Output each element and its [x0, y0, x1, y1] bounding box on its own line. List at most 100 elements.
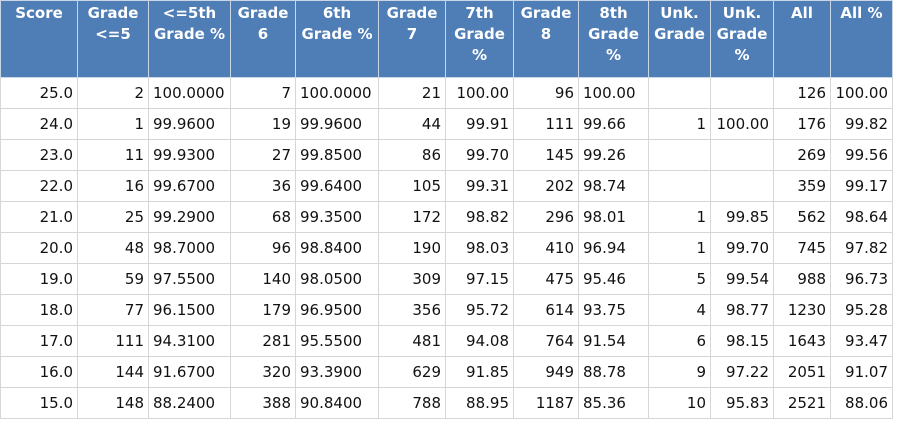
table-row: 23.0 11 99.9300 27 99.8500 86 99.70 145 99.26 269…	[0, 139, 893, 171]
table-cell: 100.0000	[148, 77, 231, 109]
table-cell: 202	[513, 170, 579, 202]
table-cell: 25	[77, 201, 149, 233]
table-cell: 88.06	[830, 387, 893, 419]
table-cell	[648, 170, 711, 202]
table-cell: 99.70	[445, 139, 514, 171]
table-cell: 176	[773, 108, 831, 140]
table-cell: 4	[648, 294, 711, 326]
table-cell: 94.3100	[148, 325, 231, 357]
table-cell: 88.2400	[148, 387, 231, 419]
table-cell: 98.82	[445, 201, 514, 233]
table-cell: 95.46	[578, 263, 649, 295]
table-cell	[648, 139, 711, 171]
table-body: 25.0 2 100.0000 7 100.0000 21 100.00 96 100.00 12…	[0, 77, 893, 419]
column-header[interactable]: Unk. Grade	[648, 0, 711, 78]
table-cell	[648, 77, 711, 109]
table-row: 20.0 48 98.7000 96 98.8400 190 98.03 410 96.94 1 9…	[0, 232, 893, 264]
table-row: 17.0 111 94.3100 281 95.5500 481 94.08 764 91.54…	[0, 325, 893, 357]
table-row: 21.0 25 99.2900 68 99.3500 172 98.82 296 98.01 1 9…	[0, 201, 893, 233]
table-cell: 98.8400	[295, 232, 379, 264]
table-cell: 18.0	[0, 294, 78, 326]
table-cell: 95.28	[830, 294, 893, 326]
table-cell: 788	[378, 387, 446, 419]
table-cell: 98.64	[830, 201, 893, 233]
table-cell: 356	[378, 294, 446, 326]
column-header[interactable]: All %	[830, 0, 893, 78]
table-cell: 99.9600	[148, 108, 231, 140]
table-cell: 269	[773, 139, 831, 171]
table-cell: 2	[77, 77, 149, 109]
table-cell: 99.2900	[148, 201, 231, 233]
table-cell: 99.56	[830, 139, 893, 171]
table-cell: 99.9600	[295, 108, 379, 140]
table-cell: 98.01	[578, 201, 649, 233]
column-header[interactable]: Score	[0, 0, 78, 78]
table-cell: 95.72	[445, 294, 514, 326]
table-cell: 100.00	[710, 108, 774, 140]
table-cell: 5	[648, 263, 711, 295]
column-header[interactable]: Grade <=5	[77, 0, 149, 78]
table-cell: 94.08	[445, 325, 514, 357]
column-header[interactable]: Grade 7	[378, 0, 446, 78]
table-cell: 100.0000	[295, 77, 379, 109]
table-row: 16.0 144 91.6700 320 93.3900 629 91.85 949 88.78…	[0, 356, 893, 388]
table-cell: 23.0	[0, 139, 78, 171]
column-header[interactable]: <=5th Grade %	[148, 0, 231, 78]
table-cell: 481	[378, 325, 446, 357]
table-cell: 99.9300	[148, 139, 231, 171]
table-cell: 148	[77, 387, 149, 419]
table-cell: 764	[513, 325, 579, 357]
table-cell: 140	[230, 263, 296, 295]
table-cell: 96	[513, 77, 579, 109]
table-cell: 98.7000	[148, 232, 231, 264]
table-cell: 77	[77, 294, 149, 326]
table-cell: 16	[77, 170, 149, 202]
table-cell: 949	[513, 356, 579, 388]
table-cell: 96.94	[578, 232, 649, 264]
header-row: Score Grade <=5 <=5th Grade % Grade 6 6th Gr…	[0, 0, 893, 78]
table-cell: 25.0	[0, 77, 78, 109]
table-cell: 1230	[773, 294, 831, 326]
table-row: 25.0 2 100.0000 7 100.0000 21 100.00 96 100.00 12…	[0, 77, 893, 109]
table-cell: 17.0	[0, 325, 78, 357]
table-cell: 97.82	[830, 232, 893, 264]
table-cell: 93.3900	[295, 356, 379, 388]
column-header[interactable]: Grade 6	[230, 0, 296, 78]
table-cell: 99.26	[578, 139, 649, 171]
table-cell: 320	[230, 356, 296, 388]
table-cell: 97.5500	[148, 263, 231, 295]
table-cell: 172	[378, 201, 446, 233]
table-cell: 1	[77, 108, 149, 140]
table-cell: 100.00	[445, 77, 514, 109]
table-cell: 91.54	[578, 325, 649, 357]
score-distribution-table: Score Grade <=5 <=5th Grade % Grade 6 6th Gr…	[0, 0, 893, 419]
table-cell: 1	[648, 201, 711, 233]
table-cell: 179	[230, 294, 296, 326]
table-cell: 99.66	[578, 108, 649, 140]
column-header[interactable]: 7th Grade %	[445, 0, 514, 78]
table-cell: 100.00	[578, 77, 649, 109]
table-cell: 7	[230, 77, 296, 109]
table-cell: 99.85	[710, 201, 774, 233]
column-header[interactable]: Unk. Grade %	[710, 0, 774, 78]
table-cell: 111	[513, 108, 579, 140]
table-cell: 98.03	[445, 232, 514, 264]
table-cell: 105	[378, 170, 446, 202]
table-cell: 88.78	[578, 356, 649, 388]
column-header[interactable]: Grade 8	[513, 0, 579, 78]
table-cell: 44	[378, 108, 446, 140]
column-header[interactable]: 6th Grade %	[295, 0, 379, 78]
table-cell: 24.0	[0, 108, 78, 140]
table-row: 15.0 148 88.2400 388 90.8400 788 88.95 1187 85.3…	[0, 387, 893, 419]
table-cell: 126	[773, 77, 831, 109]
column-header[interactable]: 8th Grade %	[578, 0, 649, 78]
table-cell: 97.15	[445, 263, 514, 295]
table-cell: 59	[77, 263, 149, 295]
table-cell: 99.54	[710, 263, 774, 295]
table-cell: 95.83	[710, 387, 774, 419]
table-cell: 99.6700	[148, 170, 231, 202]
column-header[interactable]: All	[773, 0, 831, 78]
table-cell: 21.0	[0, 201, 78, 233]
table-row: 18.0 77 96.1500 179 96.9500 356 95.72 614 93.75 4…	[0, 294, 893, 326]
table-cell: 27	[230, 139, 296, 171]
